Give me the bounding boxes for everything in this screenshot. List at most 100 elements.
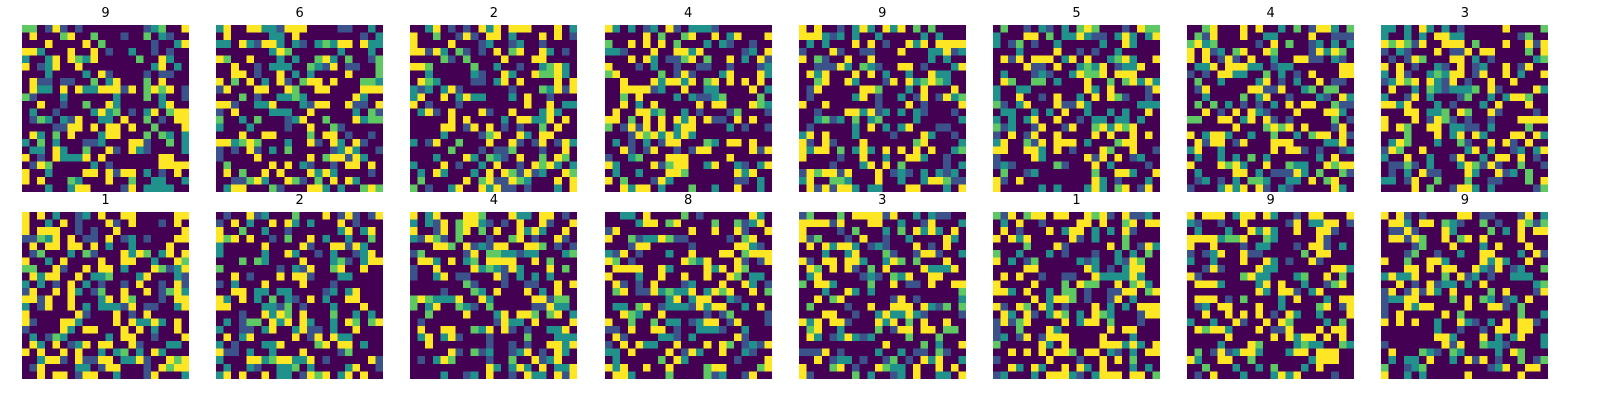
heatmap-cell xyxy=(82,363,91,372)
heatmap-cell xyxy=(82,341,91,349)
heatmap-cell xyxy=(52,176,61,185)
heatmap-cell xyxy=(1510,161,1519,170)
heatmap-cell xyxy=(52,280,61,288)
heatmap-cell xyxy=(718,25,727,33)
heatmap-cell xyxy=(299,40,308,48)
heatmap-cell xyxy=(307,62,315,71)
heatmap-cell xyxy=(1144,161,1153,170)
heatmap-cell xyxy=(345,62,353,71)
heatmap-cell xyxy=(276,212,285,220)
heatmap-cell xyxy=(173,341,182,349)
heatmap-cell xyxy=(299,184,308,192)
heatmap-cell xyxy=(375,184,384,192)
heatmap-cell xyxy=(1008,47,1016,56)
heatmap-cell xyxy=(322,123,331,132)
heatmap-cell xyxy=(307,146,315,155)
heatmap-cell xyxy=(181,219,189,228)
heatmap-cell xyxy=(1285,176,1294,185)
heatmap-cell xyxy=(1426,47,1435,56)
heatmap-cell xyxy=(90,116,98,124)
heatmap-cell xyxy=(44,348,53,357)
heatmap-cell xyxy=(37,341,45,349)
heatmap-cell xyxy=(471,100,479,109)
heatmap-cell xyxy=(912,146,921,155)
heatmap-cell xyxy=(1533,108,1541,117)
heatmap-cell xyxy=(1308,176,1317,185)
heatmap-cell xyxy=(337,85,346,94)
heatmap-cell xyxy=(337,325,346,334)
heatmap-cell xyxy=(135,176,144,185)
heatmap-cell xyxy=(1240,184,1248,192)
heatmap-cell xyxy=(1434,32,1443,41)
heatmap-cell xyxy=(151,154,159,162)
heatmap-cell xyxy=(254,176,262,185)
heatmap-cell xyxy=(1480,85,1488,94)
heatmap-cell xyxy=(718,55,727,64)
heatmap-cell xyxy=(1038,85,1047,94)
heatmap-cell xyxy=(425,249,434,258)
heatmap-cell xyxy=(307,325,315,334)
heatmap-cell xyxy=(993,100,1001,109)
heatmap-cell xyxy=(1339,47,1347,56)
heatmap-cell xyxy=(269,341,277,349)
heatmap-cell xyxy=(1270,169,1279,177)
heatmap-cell xyxy=(993,85,1001,94)
heatmap-cell xyxy=(554,154,563,162)
heatmap-cell xyxy=(859,184,868,192)
heatmap-cell xyxy=(113,169,121,177)
heatmap-cell xyxy=(882,161,890,170)
heatmap-cell xyxy=(665,146,673,155)
heatmap-cell xyxy=(665,161,673,170)
heatmap-cell xyxy=(539,234,548,243)
heatmap-cell xyxy=(1533,176,1541,185)
heatmap-cell xyxy=(299,169,308,177)
heatmap-cell xyxy=(1464,169,1473,177)
heatmap-cell xyxy=(912,176,921,185)
heatmap-cell xyxy=(463,212,472,220)
heatmap-cell xyxy=(569,123,578,132)
heatmap-cell xyxy=(128,85,136,94)
heatmap-cell xyxy=(1442,146,1450,155)
heatmap-cell xyxy=(284,78,293,86)
heatmap-cell xyxy=(1426,70,1435,79)
heatmap-cell xyxy=(337,100,346,109)
heatmap-cell xyxy=(1495,116,1503,124)
heatmap-cell xyxy=(90,265,98,273)
heatmap-cell xyxy=(299,249,308,258)
heatmap-cell xyxy=(1525,100,1534,109)
heatmap-cell xyxy=(307,257,315,266)
heatmap-cell xyxy=(448,242,456,251)
heatmap-cell xyxy=(1122,146,1130,155)
heatmap-cell xyxy=(764,47,772,56)
heatmap-cell xyxy=(836,100,845,109)
heatmap-cell xyxy=(680,25,689,33)
heatmap-cell xyxy=(726,25,734,33)
heatmap-cell xyxy=(299,100,308,109)
heatmap-cell xyxy=(276,146,285,155)
heatmap-cell xyxy=(1442,62,1450,71)
heatmap-cell xyxy=(733,154,742,162)
heatmap-cell xyxy=(703,123,711,132)
heatmap-cell xyxy=(352,146,361,155)
heatmap-cell xyxy=(493,78,502,86)
heatmap-cell xyxy=(223,363,232,372)
heatmap-cell xyxy=(231,146,240,155)
heatmap-cell xyxy=(22,78,30,86)
heatmap-cell xyxy=(1232,108,1241,117)
heatmap-cell xyxy=(67,100,76,109)
heatmap-cell xyxy=(920,78,928,86)
heatmap-cell xyxy=(867,32,875,41)
heatmap-cell xyxy=(1323,62,1332,71)
heatmap-cell xyxy=(1152,85,1160,94)
heatmap-cell xyxy=(1518,100,1526,109)
heatmap-cell xyxy=(330,242,338,251)
heatmap-cell xyxy=(448,176,456,185)
heatmap-cell xyxy=(1419,47,1427,56)
heatmap-cell xyxy=(410,169,419,177)
heatmap-cell xyxy=(44,303,53,311)
heatmap-cell xyxy=(375,356,384,364)
heatmap-cell xyxy=(943,62,951,71)
heatmap-cell xyxy=(1023,32,1032,41)
heatmap-cell xyxy=(1030,40,1039,48)
heatmap-cell xyxy=(261,356,270,364)
